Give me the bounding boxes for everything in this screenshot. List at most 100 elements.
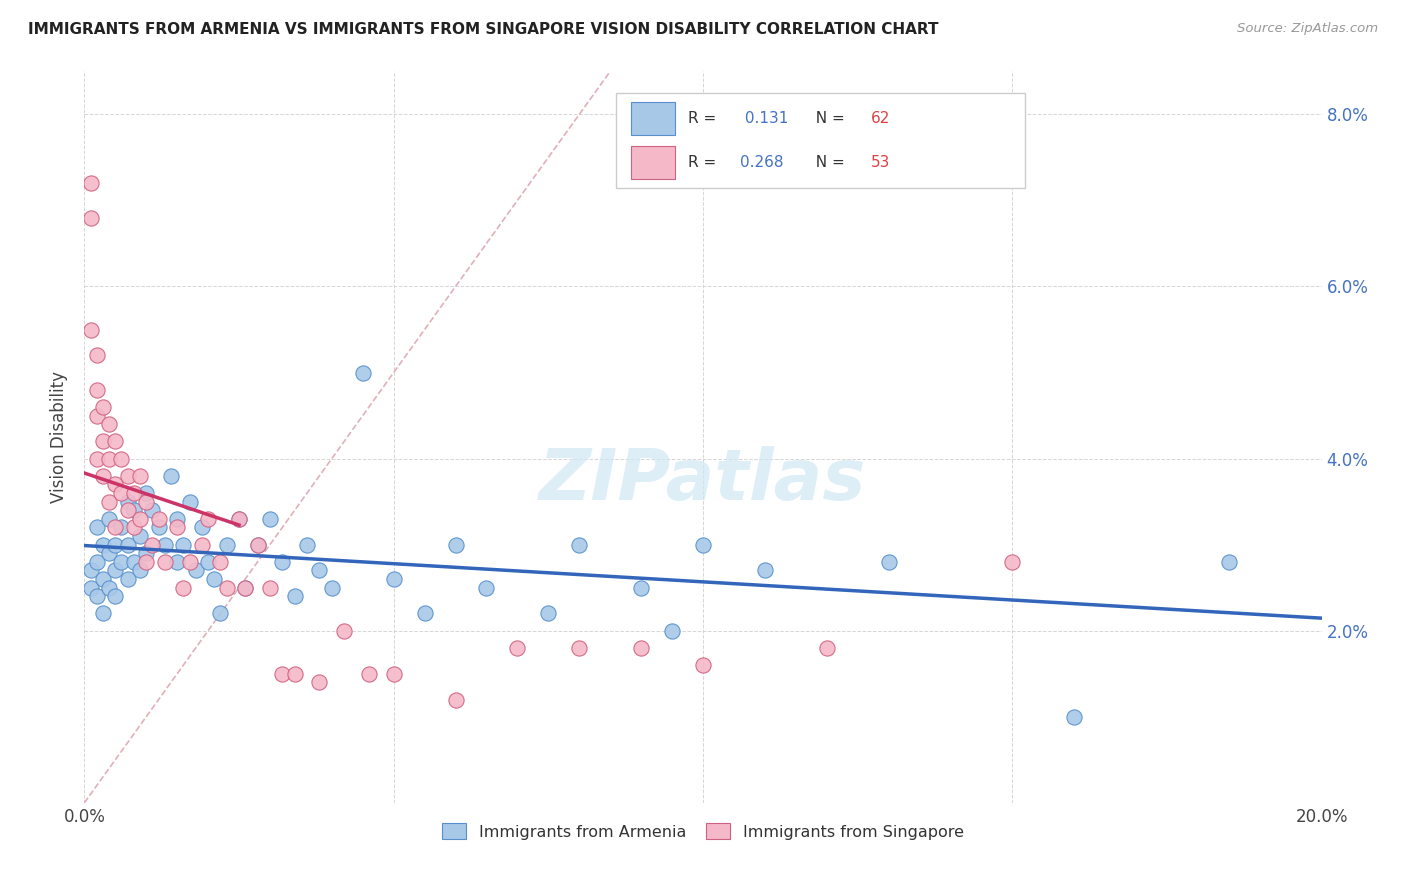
Point <box>815 640 838 655</box>
Point <box>382 572 405 586</box>
Point <box>382 666 405 681</box>
Text: 0.268: 0.268 <box>740 155 783 170</box>
Point <box>122 520 145 534</box>
Point <box>630 581 652 595</box>
Point <box>215 538 238 552</box>
Point <box>86 555 108 569</box>
Point <box>98 546 121 560</box>
Point <box>661 624 683 638</box>
Point <box>86 451 108 466</box>
Point <box>166 520 188 534</box>
Point <box>79 322 101 336</box>
Point <box>135 555 157 569</box>
Point <box>202 572 225 586</box>
Point <box>259 581 281 595</box>
Point <box>179 555 201 569</box>
Point <box>692 538 714 552</box>
Point <box>228 512 250 526</box>
Point <box>91 400 114 414</box>
Text: N =: N = <box>806 112 849 127</box>
Point <box>117 468 139 483</box>
Point <box>104 589 127 603</box>
Point <box>444 538 467 552</box>
Point <box>179 494 201 508</box>
Text: Source: ZipAtlas.com: Source: ZipAtlas.com <box>1237 22 1378 36</box>
Point <box>117 572 139 586</box>
Point <box>692 658 714 673</box>
Point <box>191 520 214 534</box>
Point <box>197 555 219 569</box>
Text: 53: 53 <box>872 155 890 170</box>
Point <box>357 666 380 681</box>
Point <box>209 607 232 621</box>
Point <box>308 675 330 690</box>
Point <box>209 555 232 569</box>
Point <box>233 581 256 595</box>
Point <box>86 520 108 534</box>
Point <box>284 666 307 681</box>
Text: 0.131: 0.131 <box>740 112 789 127</box>
Point <box>98 451 121 466</box>
Point <box>110 451 132 466</box>
Text: R =: R = <box>688 112 721 127</box>
Point <box>129 529 152 543</box>
Point <box>91 607 114 621</box>
Point <box>1001 555 1024 569</box>
Point <box>537 607 560 621</box>
Point <box>148 512 170 526</box>
Point <box>215 581 238 595</box>
Point <box>333 624 356 638</box>
Point <box>86 348 108 362</box>
Point <box>1063 710 1085 724</box>
Point <box>129 564 152 578</box>
Point <box>148 520 170 534</box>
Point <box>271 555 294 569</box>
Point <box>444 692 467 706</box>
Point <box>308 564 330 578</box>
Point <box>104 564 127 578</box>
Point <box>246 538 269 552</box>
Point <box>141 538 163 552</box>
Bar <box>631 103 675 136</box>
Point <box>129 468 152 483</box>
Point <box>117 494 139 508</box>
Point <box>122 555 145 569</box>
Point <box>104 538 127 552</box>
Point <box>129 512 152 526</box>
Point <box>91 538 114 552</box>
Text: N =: N = <box>806 155 849 170</box>
Point <box>1218 555 1240 569</box>
Point <box>91 468 114 483</box>
Point <box>228 512 250 526</box>
Point <box>197 512 219 526</box>
Point <box>166 512 188 526</box>
Point <box>413 607 436 621</box>
Text: 62: 62 <box>872 112 890 127</box>
Text: IMMIGRANTS FROM ARMENIA VS IMMIGRANTS FROM SINGAPORE VISION DISABILITY CORRELATI: IMMIGRANTS FROM ARMENIA VS IMMIGRANTS FR… <box>28 22 939 37</box>
Point <box>160 468 183 483</box>
Point <box>568 538 591 552</box>
Point <box>110 486 132 500</box>
Point <box>104 477 127 491</box>
Point <box>630 640 652 655</box>
Point <box>153 555 176 569</box>
Point <box>117 503 139 517</box>
Y-axis label: Vision Disability: Vision Disability <box>51 371 69 503</box>
Point <box>153 538 176 552</box>
Point <box>184 564 207 578</box>
Point <box>91 572 114 586</box>
Point <box>79 176 101 190</box>
FancyBboxPatch shape <box>616 94 1025 188</box>
Point <box>79 211 101 225</box>
Point <box>135 494 157 508</box>
Point <box>135 486 157 500</box>
Point <box>352 366 374 380</box>
Point <box>110 555 132 569</box>
Point <box>754 564 776 578</box>
Point <box>172 581 194 595</box>
Point <box>506 640 529 655</box>
Point <box>86 409 108 423</box>
Point <box>259 512 281 526</box>
Point <box>79 581 101 595</box>
Point <box>321 581 343 595</box>
